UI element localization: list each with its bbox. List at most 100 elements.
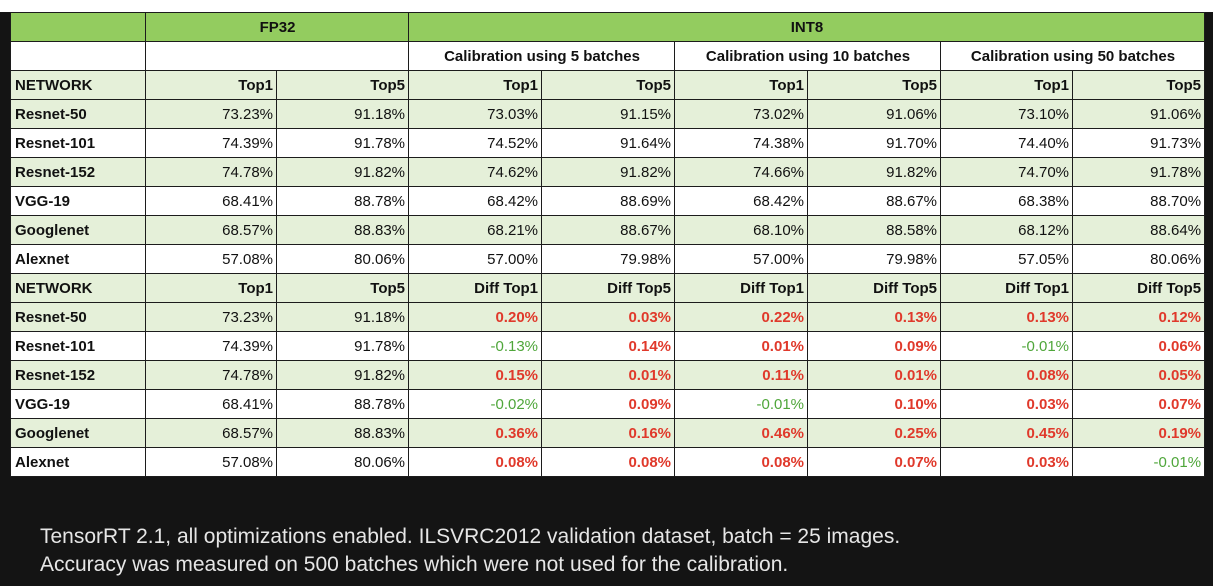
accuracy-value-cell: 88.69% [541,186,676,216]
calibration-50-header: Calibration using 50 batches [940,41,1206,71]
diff-value-cell: 0.08% [408,447,543,477]
diff-value-cell: 0.01% [807,360,942,390]
metric-column-header: Top1 [408,70,543,100]
accuracy-value-cell: 91.78% [275,128,410,158]
header-blank-cell [10,12,146,42]
accuracy-value-cell: 80.06% [275,244,410,274]
diff-value-cell: 0.15% [408,360,543,390]
calibration-blank-cell [10,41,146,71]
table-row: Resnet-50 73.23% 91.18% 0.20% 0.03% 0.22% 0.13… [10,302,1206,332]
network-column-header: NETWORK [10,70,146,100]
accuracy-value-cell: 68.42% [408,186,543,216]
network-name-cell: Resnet-101 [10,128,146,158]
table-row: Resnet-50 73.23% 91.18% 73.03% 91.15% 73.02% 9… [10,99,1206,129]
calibration-header-row: Calibration using 5 batches Calibration … [10,41,1206,71]
accuracy-value-cell: 91.18% [275,99,410,129]
accuracy-value-cell: 91.06% [807,99,942,129]
metric-column-header: Diff Top1 [408,273,543,303]
diff-value-cell: 0.36% [408,418,543,448]
diff-value-cell: 0.01% [541,360,676,390]
table-row: Alexnet 57.08% 80.06% 57.00% 79.98% 57.00% 79.… [10,244,1206,274]
accuracy-value-cell: 68.57% [145,418,277,448]
metric-column-header: Top1 [674,70,809,100]
metric-column-header: Top5 [541,70,676,100]
accuracy-value-cell: 57.05% [940,244,1074,274]
diff-value-cell: 0.20% [408,302,543,332]
accuracy-value-cell: 74.39% [145,128,277,158]
accuracy-value-cell: 79.98% [807,244,942,274]
diff-value-cell: -0.01% [1072,447,1206,477]
accuracy-value-cell: 74.52% [408,128,543,158]
accuracy-value-cell: 68.41% [145,186,277,216]
diff-value-cell: 0.05% [1072,360,1206,390]
table2-column-header-row: NETWORK Top1 Top5 Diff Top1 Diff Top5 Diff To… [10,273,1206,303]
metric-column-header: Diff Top5 [541,273,676,303]
diff-value-cell: 0.46% [674,418,809,448]
top-edge-fragment [0,0,1213,12]
network-name-cell: Alexnet [10,447,146,477]
network-name-cell: Resnet-50 [10,99,146,129]
accuracy-value-cell: 91.15% [541,99,676,129]
calibration-10-header: Calibration using 10 batches [674,41,942,71]
accuracy-value-cell: 88.64% [1072,215,1206,245]
table-row: Googlenet 68.57% 88.83% 0.36% 0.16% 0.46% 0.25… [10,418,1206,448]
metric-column-header: Top5 [807,70,942,100]
metric-column-header: Top1 [145,70,277,100]
diff-value-cell: 0.03% [940,389,1074,419]
metric-column-header: Top1 [145,273,277,303]
accuracy-value-cell: 91.78% [275,331,410,361]
accuracy-value-cell: 68.42% [674,186,809,216]
metric-column-header: Diff Top5 [807,273,942,303]
diff-value-cell: 0.12% [1072,302,1206,332]
diff-value-cell: 0.09% [541,389,676,419]
accuracy-value-cell: 91.82% [541,157,676,187]
table-row: Alexnet 57.08% 80.06% 0.08% 0.08% 0.08% 0.07% 0… [10,447,1206,477]
accuracy-value-cell: 91.78% [1072,157,1206,187]
table-row: VGG-19 68.41% 88.78% -0.02% 0.09% -0.01% 0.10%… [10,389,1206,419]
diff-value-cell: 0.10% [807,389,942,419]
accuracy-value-cell: 88.58% [807,215,942,245]
accuracy-value-cell: 91.73% [1072,128,1206,158]
accuracy-value-cell: 91.64% [541,128,676,158]
metric-column-header: Top5 [275,273,410,303]
accuracy-value-cell: 68.12% [940,215,1074,245]
accuracy-value-cell: 80.06% [1072,244,1206,274]
table-row: Resnet-101 74.39% 91.78% -0.13% 0.14% 0.01% 0.… [10,331,1206,361]
diff-value-cell: 0.07% [1072,389,1206,419]
accuracy-value-cell: 73.23% [145,99,277,129]
diff-value-cell: 0.08% [674,447,809,477]
metric-column-header: Top5 [275,70,410,100]
table-row: VGG-19 68.41% 88.78% 68.42% 88.69% 68.42% 88.6… [10,186,1206,216]
accuracy-value-cell: 68.38% [940,186,1074,216]
diff-value-cell: 0.03% [940,447,1074,477]
network-column-header: NETWORK [10,273,146,303]
accuracy-value-cell: 91.82% [807,157,942,187]
accuracy-value-cell: 57.08% [145,244,277,274]
accuracy-value-cell: 68.10% [674,215,809,245]
diff-value-cell: 0.13% [940,302,1074,332]
accuracy-value-cell: 74.78% [145,360,277,390]
diff-value-cell: 0.14% [541,331,676,361]
int8-header: INT8 [408,12,1206,42]
diff-value-cell: 0.06% [1072,331,1206,361]
network-name-cell: Googlenet [10,418,146,448]
table-row: Resnet-101 74.39% 91.78% 74.52% 91.64% 74.38%… [10,128,1206,158]
network-name-cell: Resnet-152 [10,360,146,390]
accuracy-value-cell: 91.82% [275,157,410,187]
diff-value-cell: -0.01% [940,331,1074,361]
accuracy-value-cell: 74.66% [674,157,809,187]
footnote: TensorRT 2.1, all optimizations enabled.… [40,523,900,579]
diff-value-cell: 0.45% [940,418,1074,448]
accuracy-value-cell: 73.10% [940,99,1074,129]
metric-column-header: Diff Top1 [940,273,1074,303]
accuracy-value-cell: 74.70% [940,157,1074,187]
network-name-cell: VGG-19 [10,389,146,419]
fp32-header: FP32 [144,12,410,42]
metric-column-header: Diff Top5 [1072,273,1206,303]
diff-value-cell: 0.08% [541,447,676,477]
accuracy-value-cell: 73.03% [408,99,543,129]
diff-value-cell: 0.25% [807,418,942,448]
diff-value-cell: -0.13% [408,331,543,361]
accuracy-value-cell: 74.40% [940,128,1074,158]
accuracy-value-cell: 68.41% [145,389,277,419]
